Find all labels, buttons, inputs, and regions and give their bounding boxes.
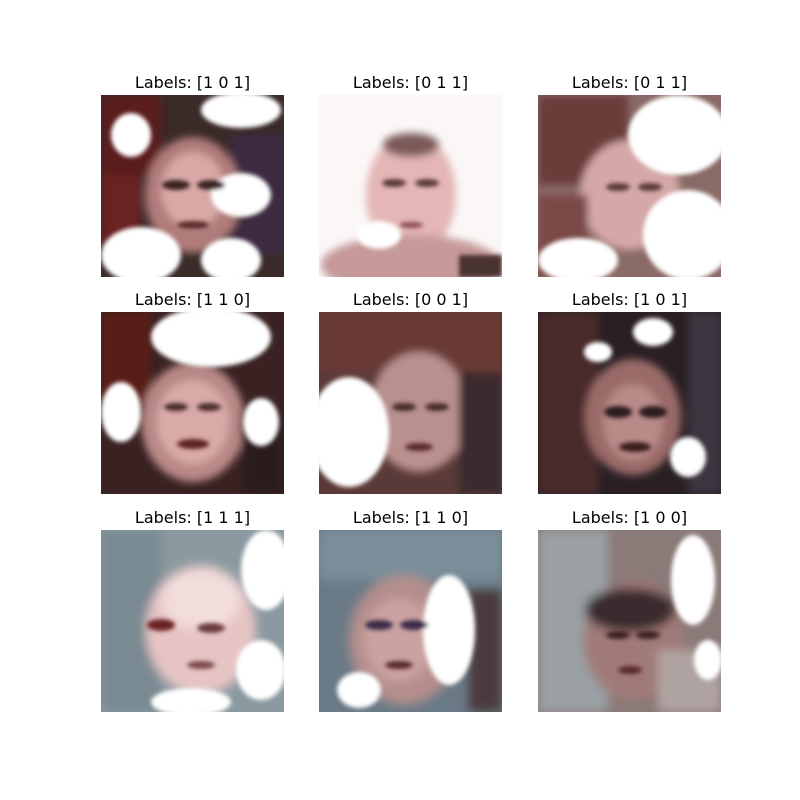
generated-face-image <box>538 312 721 494</box>
generated-face-image <box>101 312 284 494</box>
cell-title: Labels: [1 1 0] <box>134 290 251 309</box>
generated-face-image <box>101 530 284 712</box>
cell-title: Labels: [1 1 0] <box>352 508 469 527</box>
generated-face-image <box>319 312 502 494</box>
generated-face-image <box>538 530 721 712</box>
generated-face-image <box>319 95 502 277</box>
cell-title: Labels: [1 0 1] <box>134 73 251 92</box>
cell-title: Labels: [1 0 1] <box>571 290 688 309</box>
generated-face-image <box>538 95 721 277</box>
generated-face-image <box>101 95 284 277</box>
cell-title: Labels: [0 1 1] <box>571 73 688 92</box>
cell-title: Labels: [1 1 1] <box>134 508 251 527</box>
generated-face-image <box>319 530 502 712</box>
cell-title: Labels: [0 0 1] <box>352 290 469 309</box>
cell-title: Labels: [1 0 0] <box>571 508 688 527</box>
cell-title: Labels: [0 1 1] <box>352 73 469 92</box>
